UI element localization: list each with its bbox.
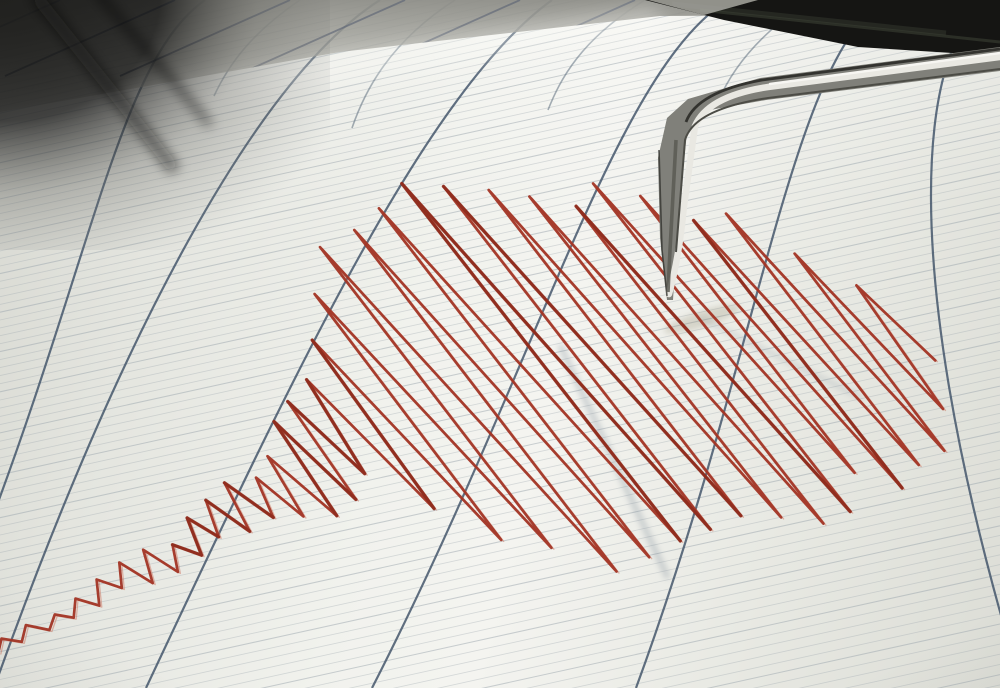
seismogram-trace	[0, 181, 948, 655]
housing-light-wedge	[648, 0, 758, 15]
corner-shadow	[0, 0, 330, 250]
machine-housing	[645, 0, 1000, 56]
trace-accent-strokes	[170, 181, 904, 557]
stylus-arm-body	[658, 47, 1000, 300]
stylus-arm	[658, 47, 1000, 300]
stylus-highlight	[665, 53, 1000, 298]
pen-tip	[666, 139, 678, 293]
